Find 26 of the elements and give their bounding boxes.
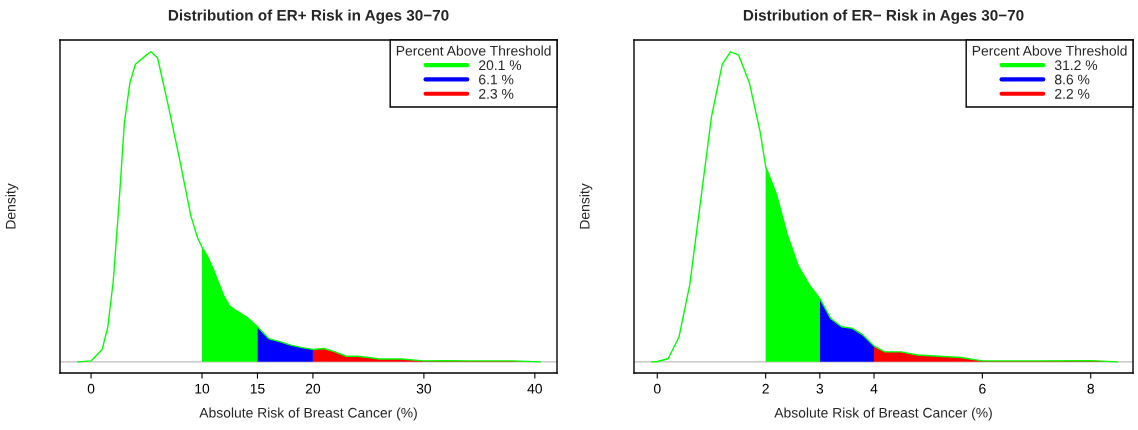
legend-title: Percent Above Threshold <box>396 45 551 56</box>
legend-label: 2.3 % <box>479 88 514 99</box>
x-tick-label: 8 <box>1087 383 1094 394</box>
x-tick-label: 15 <box>250 383 265 394</box>
chart-title: Distribution of ER+ Risk in Ages 30−70 <box>168 9 449 24</box>
y-axis-title: Density <box>5 183 19 229</box>
legend-label: 2.2 % <box>1055 88 1090 99</box>
x-tick-label: 20 <box>305 383 321 394</box>
x-tick-label: 0 <box>87 383 95 394</box>
x-tick-label: 40 <box>527 383 542 394</box>
x-tick-label: 10 <box>195 383 210 394</box>
x-tick-label: 3 <box>816 383 824 394</box>
x-axis-title: Absolute Risk of Breast Cancer (%) <box>774 407 992 421</box>
legend-label: 6.1 % <box>479 74 514 85</box>
legend-label: 20.1 % <box>479 60 522 71</box>
y-axis-title: Density <box>579 183 593 229</box>
x-axis-title: Absolute Risk of Breast Cancer (%) <box>199 407 417 421</box>
x-tick-label: 30 <box>416 383 432 394</box>
chart-title: Distribution of ER− Risk in Ages 30−70 <box>743 9 1024 24</box>
x-tick-label: 4 <box>870 383 878 394</box>
legend-label: 8.6 % <box>1054 74 1090 85</box>
x-tick-label: 2 <box>762 383 769 394</box>
x-tick-label: 6 <box>979 383 986 394</box>
legend-title: Percent Above Threshold <box>972 45 1127 56</box>
x-tick-label: 0 <box>653 383 661 394</box>
legend-label: 31.2 % <box>1054 60 1098 71</box>
